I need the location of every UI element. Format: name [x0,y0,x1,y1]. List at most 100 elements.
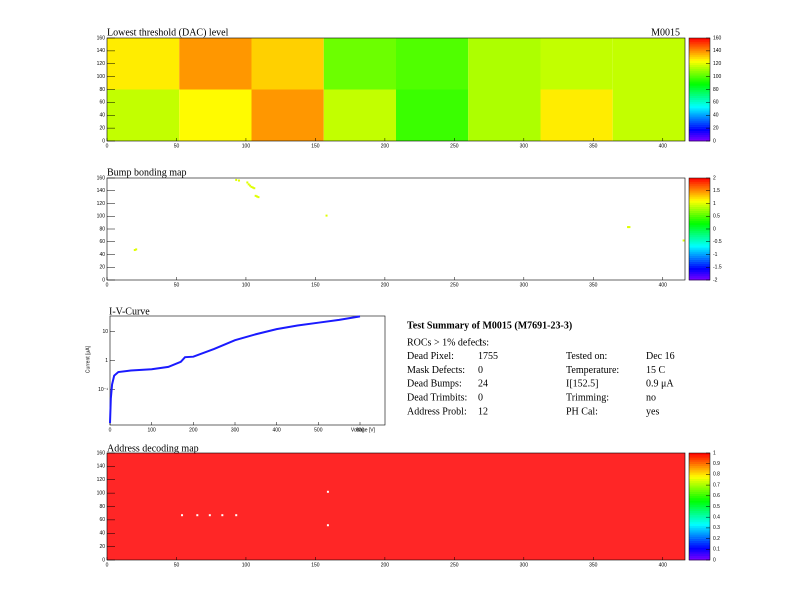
colorbar-tick-label: 0 [713,226,716,232]
colorbar-strip [689,497,710,501]
colorbar-strip [689,52,710,55]
x-tick-label: 400 [659,282,668,288]
colorbar-strip [689,101,710,105]
summary-title: Test Summary of M0015 (M7691-23-3) [407,320,572,331]
colorbar-strip [689,461,710,464]
colorbar-strip [689,226,710,230]
colorbar-strip [689,218,710,222]
pixel-background [107,453,685,560]
colorbar-strip [689,73,710,76]
colorbar-strip [689,241,710,244]
x-tick-label: 250 [450,143,459,149]
colorbar-strip [689,194,710,197]
x-tick-label: 100 [242,562,251,568]
colorbar-strip [689,95,710,99]
pixel [235,514,238,517]
x-tick-label: 300 [231,427,240,433]
iv-frame [109,315,386,426]
roc-cell [179,38,252,90]
x-tick-label: 400 [659,143,668,149]
pixel [256,195,259,198]
colorbar-strip [689,198,710,201]
colorbar-strip [689,538,710,542]
summary-cell: Mask Defects: [407,365,465,376]
colorbar-tick-label: 20 [713,125,719,131]
x-tick-label: 200 [381,282,390,288]
colorbar-strip [689,138,710,142]
y-tick-label: 160 [97,450,106,456]
y-tick-label: 140 [97,48,106,54]
x-tick-label: 0 [106,143,109,149]
y-tick-label: 40 [99,113,105,119]
colorbar-strip [689,557,710,561]
summary-cell: 0 [478,365,483,376]
colorbar-strip [689,463,710,467]
pixel [208,514,211,517]
summary-cell: 0 [478,392,483,403]
summary-cell: 0.9 μA [646,379,674,390]
colorbar-strip [689,263,710,267]
y-tick-label: 20 [99,125,105,131]
summary-cell: Dec 16 [646,351,675,362]
colorbar-strip [689,116,710,119]
colorbar-strip [689,472,710,475]
colorbar-tick-label: -0.5 [713,239,722,245]
colorbar-strip [689,523,710,527]
pixel [326,524,329,527]
colorbar-strip [689,536,710,539]
colorbar-tick-label: 160 [713,35,722,41]
colorbar-strip [689,188,710,191]
colorbar-strip [689,212,710,216]
y-tick-label: 0 [102,557,105,563]
colorbar-tick-label: 2 [713,175,716,181]
colorbar-strip [689,517,710,520]
y-tick-label: 20 [99,265,105,271]
x-tick-label: 200 [381,562,390,568]
x-tick-label: 350 [589,282,598,288]
colorbar-strip [689,253,710,256]
colorbar-strip [689,134,710,138]
colorbar-strip [689,42,710,45]
colorbar-strip [689,54,710,57]
colorbar-strip [689,38,710,41]
colorbar-strip [689,229,710,232]
colorbar-strip [689,525,710,529]
colorbar-tick-label: 60 [713,100,719,106]
colorbar-strip [689,259,710,262]
colorbar-strip [689,124,710,127]
roc-cell [396,89,469,141]
y-tick-label: 60 [99,239,105,245]
pixel [221,514,224,517]
colorbar-strip [689,118,710,121]
x-tick-label: 300 [520,562,529,568]
colorbar-strip [689,196,710,199]
summary-cell: yes [646,406,659,417]
colorbar-strip [689,93,710,96]
colorbar-tick-label: 0.6 [713,493,720,499]
colorbar-strip [689,210,710,213]
colorbar-strip [689,202,710,205]
colorbar-tick-label: 1 [713,201,716,207]
roc-cell [179,89,252,141]
pixel [196,514,199,517]
x-tick-label: 0 [106,282,109,288]
colorbar-strip [689,103,710,107]
pixel [254,194,257,197]
colorbar-strip [689,474,710,477]
colorbar-tick-label: 80 [713,87,719,93]
colorbar-strip [689,130,710,134]
colorbar-tick-label: 0.4 [713,515,720,521]
colorbar-strip [689,66,710,70]
iv-title: I-V-Curve [109,306,150,317]
colorbar-strip [689,455,710,458]
colorbar-tick-label: 0.5 [713,214,720,220]
colorbar-strip [689,132,710,136]
colorbar-strip [689,521,710,524]
colorbar-strip [689,126,710,129]
colorbar-strip [689,239,710,242]
x-tick-label: 50 [174,282,180,288]
y-tick-label: 160 [97,175,106,181]
x-tick-label: 100 [147,427,156,433]
colorbar-strip [689,504,710,507]
pixel [235,178,238,181]
